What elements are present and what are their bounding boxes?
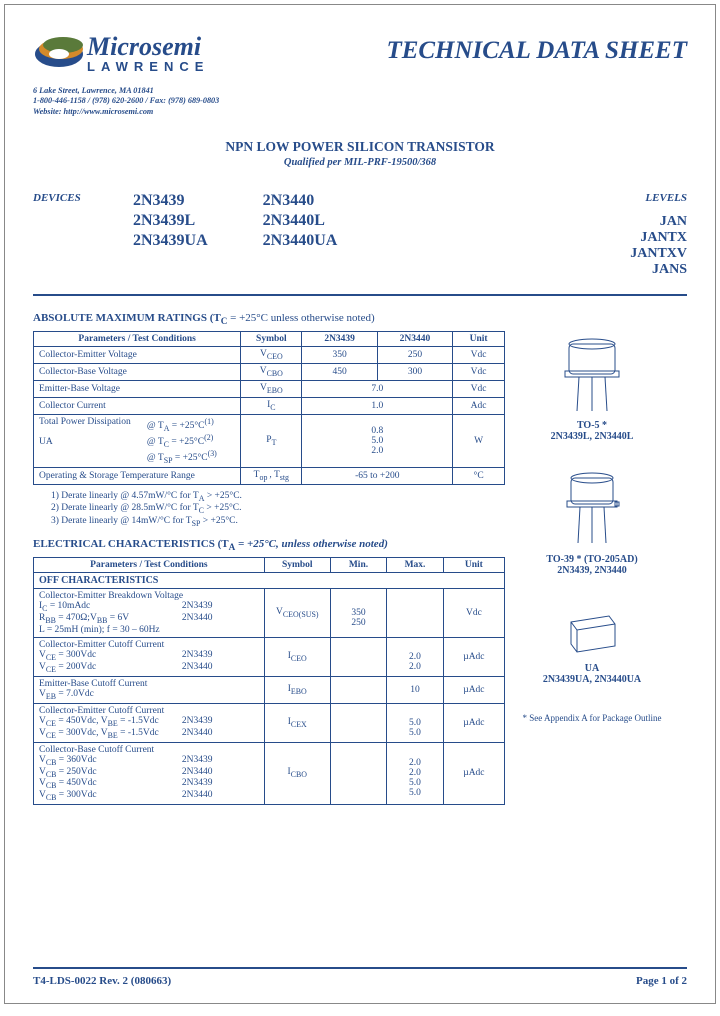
table-row: Emitter-Base Cutoff Current VEB = 7.0Vdc… (34, 676, 505, 703)
device: 2N3439 (133, 192, 208, 210)
device: 2N3439UA (133, 232, 208, 250)
table-row: OFF CHARACTERISTICS (34, 573, 505, 589)
packages-column: TO-5 * 2N3439L, 2N3440L TO-39 * (TO-205A… (517, 306, 667, 805)
levels-label: LEVELS (577, 192, 687, 204)
device: 2N3440L (263, 212, 338, 230)
product-title: NPN LOW POWER SILICON TRANSISTOR (33, 139, 687, 155)
table-row: Collector-Base Cutoff Current VCB = 360V… (34, 742, 505, 805)
svg-text:LAWRENCE: LAWRENCE (87, 59, 209, 74)
col-hdr: Unit (443, 558, 504, 573)
table-row: Total Power DissipationUA @ TA = +25°C(1… (34, 414, 505, 467)
level: JANTX (577, 230, 687, 246)
col-hdr: Unit (453, 331, 505, 346)
col-hdr: Min. (330, 558, 387, 573)
table-row: Collector-Emitter Voltage VCEO 350 250 V… (34, 346, 505, 363)
header: Microsemi LAWRENCE 6 Lake Street, Lawren… (33, 29, 687, 117)
level: JANS (577, 262, 687, 278)
addr-line: 6 Lake Street, Lawrence, MA 01841 (33, 86, 263, 96)
doc-title: TECHNICAL DATA SHEET (386, 37, 687, 65)
addr-line: 1-800-446-1158 / (978) 620-2600 / Fax: (… (33, 96, 263, 106)
device: 2N3440 (263, 192, 338, 210)
footer-left: T4-LDS-0022 Rev. 2 (080663) (33, 975, 171, 987)
table-row: Collector-Emitter Cutoff Current VCE = 3… (34, 638, 505, 677)
addr-line: Website: http://www.microsemi.com (33, 107, 263, 117)
abs-notes: 1) Derate linearly @ 4.57mW/°C for TA > … (33, 491, 505, 529)
col-hdr: 2N3439 (302, 331, 377, 346)
device-col-2: 2N3440 2N3440L 2N3440UA (263, 192, 338, 278)
device: 2N3439L (133, 212, 208, 230)
col-hdr: Symbol (241, 331, 302, 346)
devices-section: DEVICES 2N3439 2N3439L 2N3439UA 2N3440 2… (33, 192, 687, 296)
levels-col: LEVELS JAN JANTX JANTXV JANS (577, 192, 687, 278)
table-row: Collector-Base Voltage VCBO 450 300 Vdc (34, 363, 505, 380)
col-hdr: Symbol (264, 558, 330, 573)
col-hdr: Parameters / Test Conditions (34, 558, 265, 573)
table-row: Collector-Emitter Breakdown Voltage IC =… (34, 589, 505, 638)
col-hdr: 2N3440 (377, 331, 452, 346)
col-hdr: Max. (387, 558, 444, 573)
product-subtitle: Qualified per MIL-PRF-19500/368 (33, 157, 687, 168)
level: JANTXV (577, 246, 687, 262)
package-note: * See Appendix A for Package Outline (517, 713, 667, 723)
table-row: Collector Current IC 1.0 Adc (34, 397, 505, 414)
tables-column: ABSOLUTE MAXIMUM RATINGS (TC = +25°C unl… (33, 306, 505, 805)
table-row: Emitter-Base Voltage VEBO 7.0 Vdc (34, 380, 505, 397)
footer-right: Page 1 of 2 (636, 975, 687, 987)
to5-icon (557, 336, 627, 416)
device: 2N3440UA (263, 232, 338, 250)
footer: T4-LDS-0022 Rev. 2 (080663) Page 1 of 2 (33, 967, 687, 987)
package-to5: TO-5 * 2N3439L, 2N3440L (517, 336, 667, 442)
logo-block: Microsemi LAWRENCE 6 Lake Street, Lawren… (33, 29, 263, 117)
abs-max-header: ABSOLUTE MAXIMUM RATINGS (TC = +25°C unl… (33, 312, 505, 326)
devices-label: DEVICES (33, 192, 103, 278)
to39-icon (557, 470, 627, 550)
address: 6 Lake Street, Lawrence, MA 01841 1-800-… (33, 86, 263, 117)
col-hdr: Parameters / Test Conditions (34, 331, 241, 346)
package-to39: TO-39 * (TO-205AD) 2N3439, 2N3440 (517, 470, 667, 576)
elec-char-header: ELECTRICAL CHARACTERISTICS (TA = +25°C, … (33, 538, 505, 552)
device-col-1: 2N3439 2N3439L 2N3439UA (133, 192, 208, 278)
table-row: Collector-Emitter Cutoff Current VCE = 4… (34, 703, 505, 742)
svg-text:Microsemi: Microsemi (86, 32, 202, 61)
package-ua: UA 2N3439UA, 2N3440UA (517, 604, 667, 685)
microsemi-logo: Microsemi LAWRENCE (33, 29, 243, 79)
abs-max-table: Parameters / Test Conditions Symbol 2N34… (33, 331, 505, 485)
ua-icon (557, 604, 627, 659)
level: JAN (577, 214, 687, 230)
elec-char-table: Parameters / Test Conditions Symbol Min.… (33, 557, 505, 805)
table-row: Operating & Storage Temperature Range To… (34, 467, 505, 484)
